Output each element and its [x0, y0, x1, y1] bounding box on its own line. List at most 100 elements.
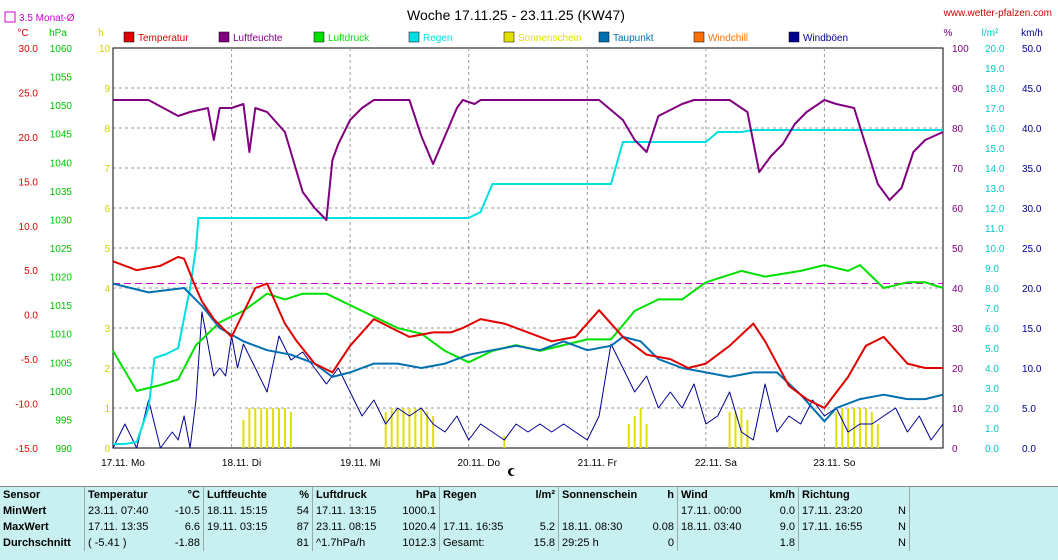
- series-line-taupunkt: [112, 282, 944, 423]
- tick-label-hum: 70: [952, 164, 964, 175]
- x-day-label: 21.11. Fr: [578, 458, 618, 469]
- tick-label-hum: 50: [952, 244, 964, 255]
- cell: N: [898, 537, 906, 549]
- sun-bar: [864, 408, 867, 448]
- sun-bar: [396, 408, 399, 448]
- cell: [528, 503, 559, 519]
- hdr-press: Luftdruck: [312, 487, 399, 503]
- legend-label: Windchill: [708, 33, 748, 44]
- tick-label-rain: 16.0: [985, 124, 1005, 135]
- series-line-regen: [113, 129, 943, 445]
- tick-label-wind: 45.0: [1022, 84, 1042, 95]
- moon-phase-icon-crescent: [510, 469, 517, 475]
- tick-label-wind: 35.0: [1022, 164, 1042, 175]
- sun-bar: [260, 408, 263, 448]
- tick-label-press: 1040: [50, 158, 73, 169]
- tick-label-sun: 7: [104, 164, 110, 175]
- x-day-label: 22.11. Sa: [695, 458, 738, 469]
- cell-empty: [909, 503, 1056, 519]
- sun-bar: [645, 424, 648, 448]
- hdr-hum: Luftfeuchte: [203, 487, 290, 503]
- hdr-press-unit: hPa: [415, 489, 436, 501]
- hdr-sun-unit: h: [667, 489, 674, 501]
- hdr-dir: Richtung: [798, 487, 885, 503]
- tick-label-rain: 7.0: [985, 304, 999, 315]
- sun-bar: [408, 408, 411, 448]
- legend-label: Luftdruck: [328, 33, 370, 44]
- tick-label-temp: 30.0: [19, 44, 39, 55]
- cell: [203, 535, 290, 551]
- tick-label-temp: -15.0: [15, 444, 38, 455]
- tick-label-press: 1010: [50, 330, 73, 341]
- cell: 54: [296, 505, 309, 517]
- cell: 9.0: [779, 521, 795, 533]
- tick-label-rain: 20.0: [985, 44, 1005, 55]
- tick-label-press: 1020: [50, 273, 73, 284]
- cell: 15.8: [533, 537, 555, 549]
- tick-label-temp: 10.0: [19, 222, 39, 233]
- tick-label-wind: 40.0: [1022, 124, 1042, 135]
- sun-bar: [746, 420, 749, 448]
- tick-label-press: 1030: [50, 215, 73, 226]
- cell: 19.11. 03:15: [203, 519, 290, 535]
- site-link[interactable]: www.wetter-pfalzen.com: [943, 8, 1052, 19]
- legend-label: Luftfeuchte: [233, 33, 283, 44]
- cell: [558, 503, 649, 519]
- sun-bar: [639, 408, 642, 448]
- sun-bar: [432, 416, 435, 448]
- sun-bar: [633, 416, 636, 448]
- hdr-rain: Regen: [439, 487, 528, 503]
- tick-label-wind: 50.0: [1022, 44, 1042, 55]
- x-day-label: 20.11. Do: [457, 458, 500, 469]
- sun-bar: [390, 408, 393, 448]
- row-label: Durchschnitt: [3, 537, 71, 549]
- sun-bar: [289, 412, 292, 448]
- tick-label-press: 1050: [50, 101, 73, 112]
- legend-swatch: [123, 31, 135, 43]
- cell: 1020.4: [402, 521, 436, 533]
- tick-label-rain: 17.0: [985, 104, 1005, 115]
- tick-label-rain: 1.0: [985, 424, 999, 435]
- sun-bar: [248, 408, 251, 448]
- tick-label-temp: 25.0: [19, 88, 39, 99]
- cell: 6.6: [184, 521, 200, 533]
- tick-label-rain: 2.0: [985, 404, 999, 415]
- x-day-label: 19.11. Mi: [340, 458, 380, 469]
- axis-unit-temp: °C: [17, 28, 28, 39]
- hdr-sun: Sonnenschein: [558, 487, 649, 503]
- tick-label-sun: 5: [104, 244, 110, 255]
- tick-label-press: 1025: [50, 244, 73, 255]
- tick-label-sun: 3: [104, 324, 110, 335]
- cell: ^1.7hPa/h: [312, 535, 399, 551]
- tick-label-hum: 80: [952, 124, 964, 135]
- cell: 18.11. 03:40: [677, 519, 762, 535]
- cell: 18.11. 08:30: [558, 519, 649, 535]
- row-label: MaxWert: [3, 521, 49, 533]
- cell: [649, 503, 678, 519]
- tick-label-press: 1015: [50, 301, 73, 312]
- tick-label-wind: 25.0: [1022, 244, 1042, 255]
- statistics-table: Sensor Temperatur °C Luftfeuchte % Luftd…: [0, 486, 1058, 560]
- sun-bar: [859, 408, 861, 448]
- hdr-rain-unit: l/m²: [535, 489, 555, 501]
- tick-label-sun: 8: [104, 124, 110, 135]
- tick-label-rain: 12.0: [985, 204, 1005, 215]
- tick-label-rain: 4.0: [985, 364, 999, 375]
- axis-unit-wind: km/h: [1021, 28, 1043, 39]
- tick-label-sun: 1: [104, 404, 110, 415]
- tick-label-rain: 9.0: [985, 264, 999, 275]
- sun-bar: [278, 408, 280, 448]
- tick-label-press: 1005: [50, 358, 73, 369]
- sun-bar: [876, 424, 879, 448]
- tick-label-rain: 0.0: [985, 444, 999, 455]
- legend-swatch: [788, 31, 800, 43]
- tick-label-sun: 0: [104, 444, 110, 455]
- cell: [798, 535, 885, 551]
- tick-label-press: 1035: [50, 187, 73, 198]
- tick-label-sun: 2: [104, 364, 110, 375]
- sun-bar: [242, 420, 245, 448]
- hdr-sensor: Sensor: [3, 489, 41, 501]
- tick-label-rain: 6.0: [985, 324, 999, 335]
- hdr-dir-spacer: [885, 487, 910, 503]
- sun-bar: [835, 412, 838, 448]
